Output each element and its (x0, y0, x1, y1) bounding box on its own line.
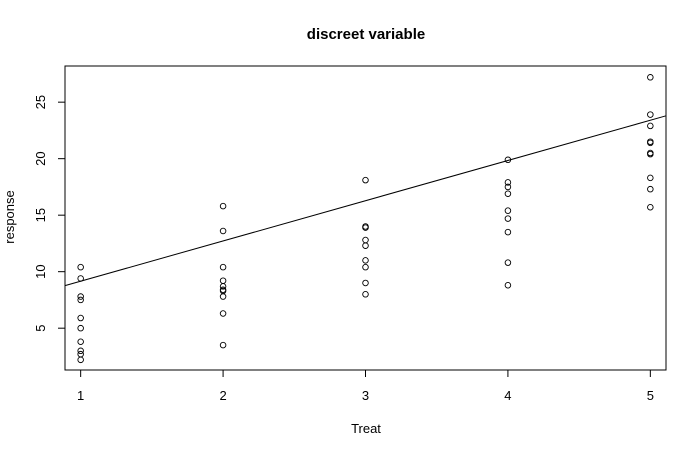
data-point (77, 338, 84, 345)
data-point (77, 296, 84, 304)
data-point (362, 224, 369, 231)
data-point (362, 236, 369, 244)
data-point (647, 74, 654, 81)
data-point (504, 179, 512, 186)
y-tick-label: 25 (33, 95, 48, 109)
data-point (219, 227, 227, 235)
data-point (647, 204, 654, 211)
x-tick-label: 4 (504, 388, 511, 403)
data-point (77, 350, 84, 358)
data-point (219, 277, 227, 284)
data-point (362, 176, 369, 184)
y-axis-label: response (2, 190, 17, 243)
y-tick-label: 15 (33, 208, 48, 222)
plot-area: 1 2 3 4 5 5 10 15 20 25 (33, 65, 667, 403)
data-point (77, 293, 84, 300)
x-tick-label: 1 (77, 388, 84, 403)
data-point (647, 122, 654, 130)
data-point (504, 183, 512, 191)
data-point (504, 281, 512, 289)
data-point (647, 139, 654, 147)
x-tick-label: 3 (362, 388, 369, 403)
data-point (362, 291, 369, 298)
data-point (504, 207, 512, 214)
data-point (77, 314, 84, 322)
data-point (219, 283, 227, 290)
data-point (77, 356, 84, 364)
data-point (504, 259, 512, 266)
data-point (504, 228, 512, 236)
data-point (647, 185, 654, 193)
data-point (219, 310, 227, 317)
chart-title: discreet variable (307, 26, 425, 43)
data-point (362, 242, 369, 249)
data-point (77, 263, 84, 271)
y-tick-label: 10 (33, 264, 48, 278)
data-point (219, 263, 227, 271)
y-tick-label: 5 (33, 325, 48, 332)
data-point (219, 293, 227, 300)
x-axis-label: Treat (351, 421, 381, 436)
data-point (362, 279, 369, 287)
data-point (219, 202, 227, 210)
data-point (77, 347, 84, 355)
data-point (504, 215, 512, 222)
data-point (362, 263, 369, 271)
data-point (647, 174, 654, 182)
x-tick-label: 2 (219, 388, 226, 403)
data-point (362, 257, 369, 264)
data-point (219, 341, 227, 349)
y-tick-label: 20 (33, 151, 48, 165)
data-point (647, 150, 654, 158)
data-point (504, 190, 512, 197)
data-point (77, 324, 84, 332)
regression-line (64, 115, 667, 287)
x-tick-label: 5 (647, 388, 654, 403)
plot-frame (64, 65, 667, 371)
data-point (647, 111, 654, 118)
